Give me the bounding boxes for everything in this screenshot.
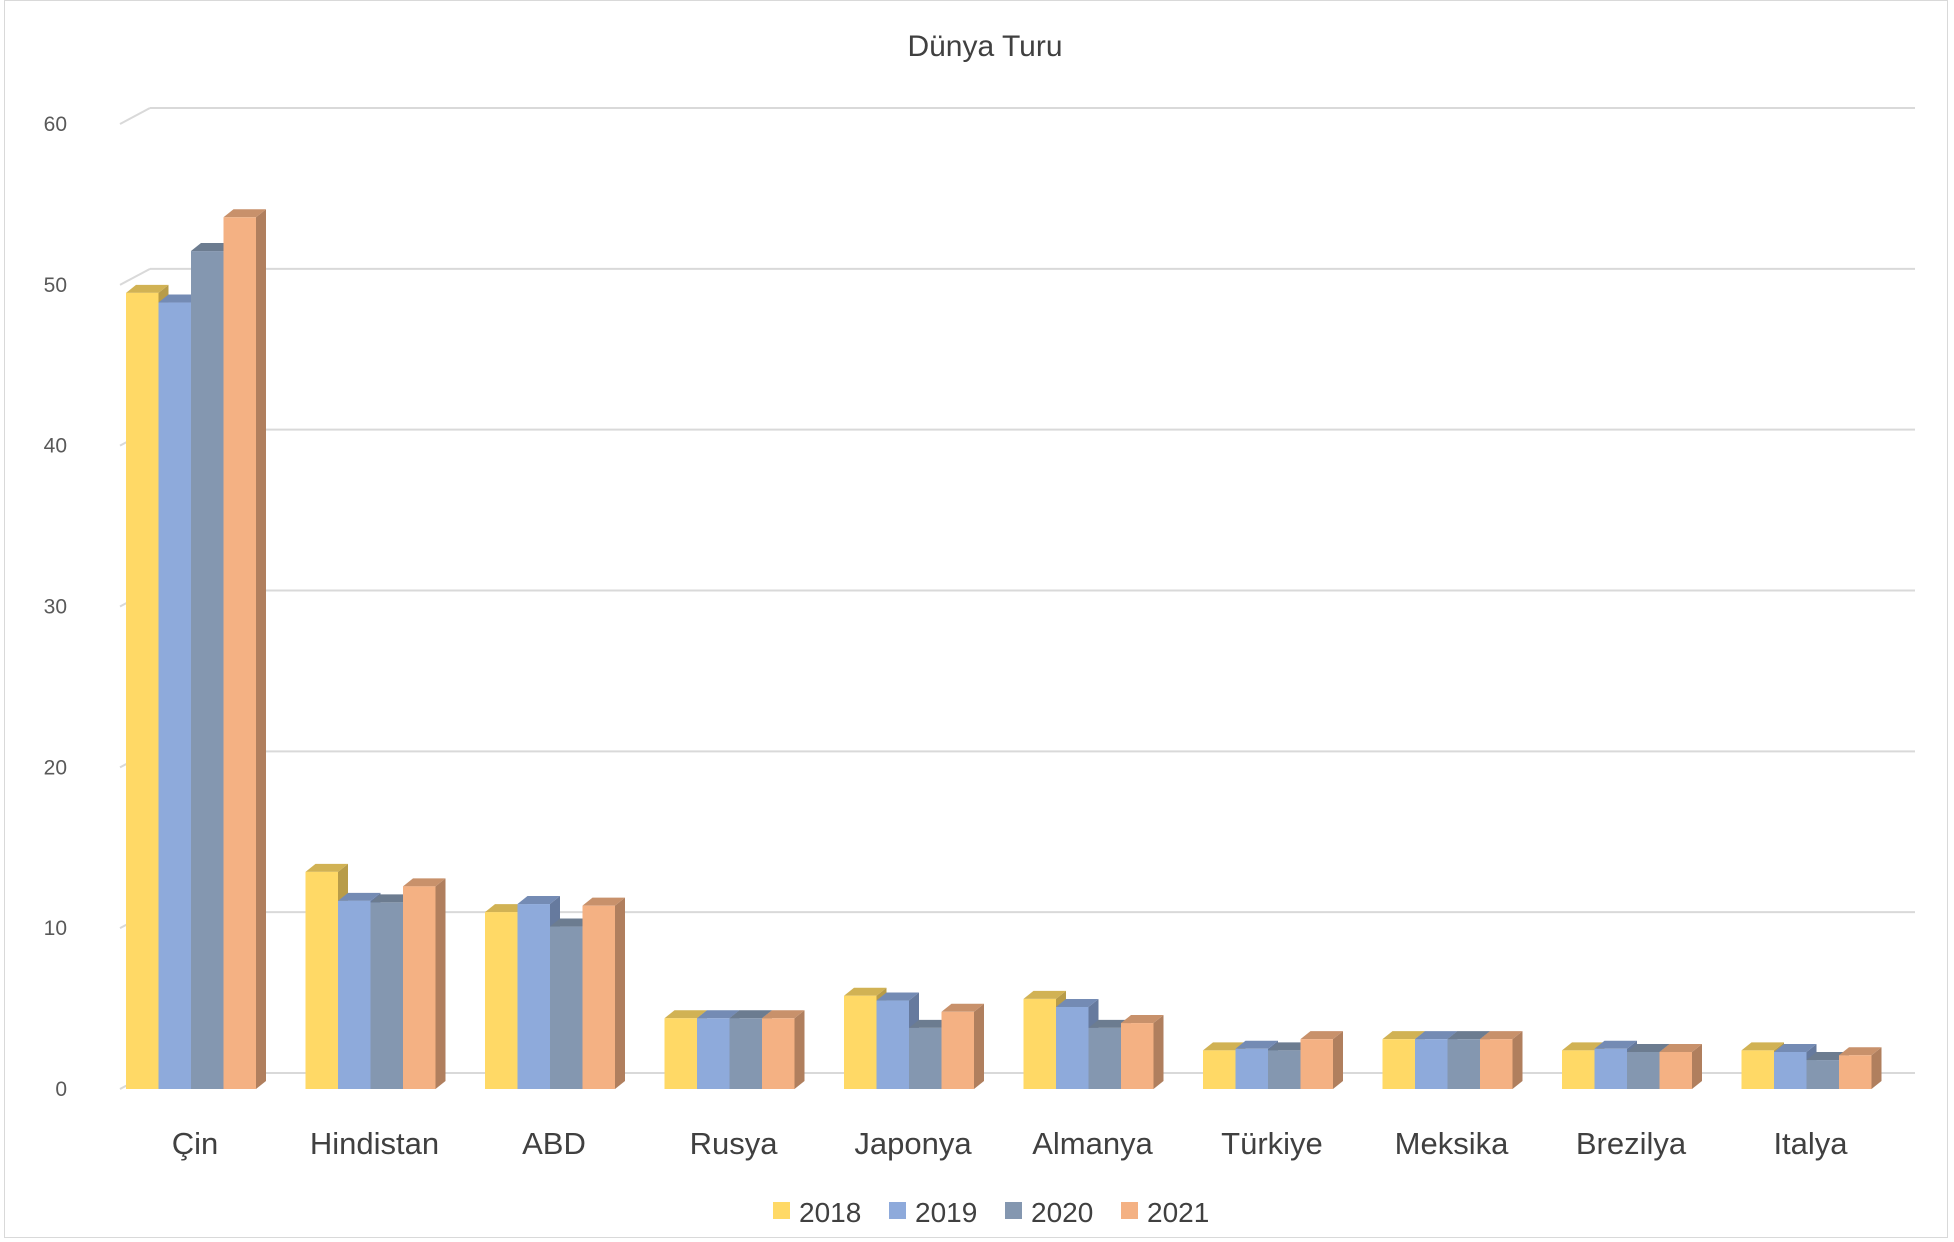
bar <box>1121 1015 1164 1089</box>
x-tick-label: Brezilya <box>1576 1126 1687 1161</box>
legend-label: 2021 <box>1147 1197 1209 1228</box>
x-tick-label: Meksika <box>1395 1126 1509 1161</box>
bar <box>582 897 625 1089</box>
legend-swatch <box>889 1202 906 1219</box>
legend: 2018 2019 2020 2021 <box>773 1197 1209 1228</box>
x-tick-label: Türkiye <box>1221 1126 1323 1161</box>
legend-entry: 2018 <box>773 1197 861 1228</box>
bar <box>403 878 446 1089</box>
bar <box>1300 1031 1343 1089</box>
bar <box>1480 1031 1523 1089</box>
legend-swatch <box>1005 1202 1022 1219</box>
x-axis: Çin Hindistan ABD Rusya Japonya Almanya Türkiy… <box>172 1126 1849 1161</box>
legend-swatch <box>773 1202 790 1219</box>
x-tick-label: Almanya <box>1032 1126 1153 1161</box>
x-tick-label: Japonya <box>854 1126 972 1161</box>
y-tick-label: 0 <box>55 1078 67 1101</box>
x-tick-label: Italya <box>1773 1126 1848 1161</box>
bar <box>762 1010 805 1089</box>
bar-chart: Dünya Turu 0 10 20 30 40 50 60 Çin Hindistan ABD… <box>44 30 1915 1228</box>
x-tick-label: Rusya <box>690 1126 779 1161</box>
y-tick-label: 60 <box>44 113 67 136</box>
bar <box>941 1003 984 1089</box>
x-tick-label: Çin <box>172 1126 219 1161</box>
x-tick-label: Hindistan <box>310 1126 439 1161</box>
legend-label: 2020 <box>1031 1197 1093 1228</box>
legend-label: 2019 <box>915 1197 977 1228</box>
gridline-connector <box>119 267 151 286</box>
gridline-connector <box>119 107 151 125</box>
legend-label: 2018 <box>799 1197 861 1228</box>
bar <box>223 209 266 1090</box>
bars <box>126 209 1882 1090</box>
y-tick-label: 50 <box>44 274 67 297</box>
legend-entry: 2019 <box>889 1197 977 1228</box>
y-tick-label: 40 <box>44 435 67 458</box>
y-tick-label: 10 <box>44 917 67 940</box>
chart-title: Dünya Turu <box>907 30 1062 63</box>
legend-entry: 2020 <box>1005 1197 1093 1228</box>
x-tick-label: ABD <box>522 1126 586 1161</box>
bar <box>1659 1044 1702 1089</box>
bar <box>1839 1047 1882 1089</box>
chart-frame: Dünya Turu 0 10 20 30 40 50 60 Çin Hindistan ABD… <box>4 0 1948 1238</box>
legend-swatch <box>1121 1202 1138 1219</box>
y-axis: 0 10 20 30 40 50 60 <box>44 113 67 1101</box>
y-tick-label: 20 <box>44 756 67 779</box>
legend-entry: 2021 <box>1121 1197 1209 1228</box>
y-tick-label: 30 <box>44 596 67 619</box>
